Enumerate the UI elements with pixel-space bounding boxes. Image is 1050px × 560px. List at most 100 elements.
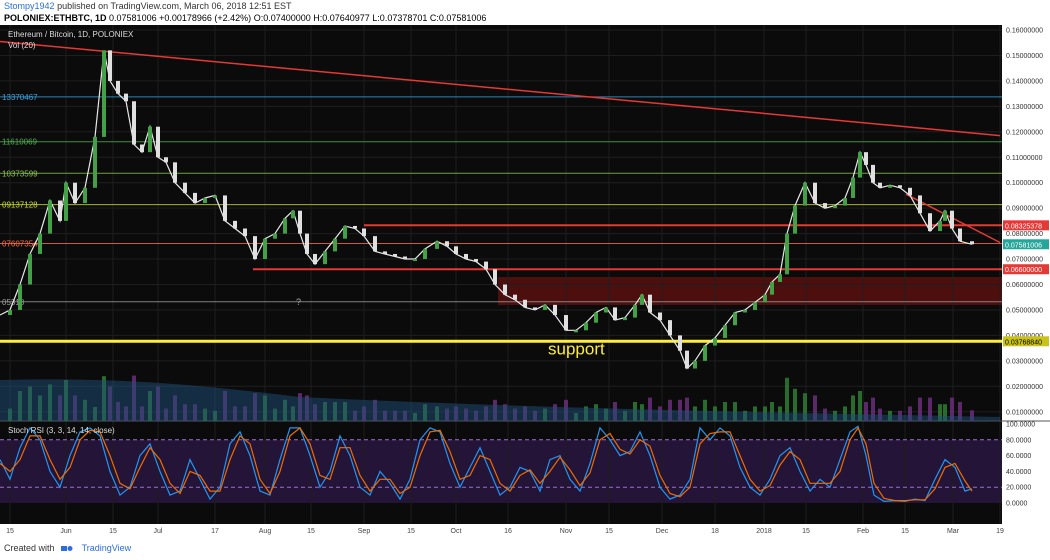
price-tick-label: 0.08000000	[1006, 231, 1043, 238]
instrument-label: Ethereum / Bitcoin, 1D, POLONIEX	[8, 30, 134, 39]
price-candle	[713, 337, 717, 346]
volume-bar	[785, 377, 789, 421]
price-candle	[668, 320, 672, 336]
price-candle	[851, 177, 855, 198]
price-candle	[553, 304, 557, 316]
price-candle	[164, 157, 168, 163]
symbol-name: POLONIEX:ETHBTC, 1D	[4, 13, 107, 23]
time-tick-label: 15	[307, 528, 315, 535]
publish-header: Stompy1942 published on TradingView.com,…	[4, 1, 292, 11]
price-candle	[928, 213, 932, 232]
price-candle	[353, 225, 357, 229]
volume-bar	[685, 397, 689, 421]
time-tick-label: Dec	[656, 528, 669, 535]
price-marker-badge	[1003, 336, 1049, 347]
drawn-lines	[0, 40, 1002, 343]
price-tick-label: 0.13000000	[1006, 104, 1043, 111]
price-candle	[733, 312, 737, 326]
price-series	[0, 50, 974, 370]
price-candle	[678, 335, 682, 351]
time-tick-label: Jul	[154, 528, 163, 535]
volume-bar	[803, 393, 807, 421]
price-candle	[823, 203, 827, 209]
price-candle	[793, 205, 797, 234]
volume-bar	[793, 388, 797, 421]
time-tick-label: Aug	[259, 528, 272, 535]
price-candle	[918, 195, 922, 214]
price-marker-badge	[1003, 239, 1049, 250]
price-candle	[970, 241, 974, 245]
price-candle	[435, 241, 439, 249]
price-candle	[584, 322, 588, 331]
question-annotation: ?	[296, 297, 301, 307]
price-candle	[574, 330, 578, 333]
time-tick-label: 18	[711, 528, 719, 535]
price-candle	[213, 195, 217, 198]
price-candle	[102, 50, 106, 137]
time-tick-label: 19	[996, 528, 1004, 535]
price-tick-label: 0.02000000	[1006, 384, 1043, 391]
price-tick-label: 0.01000000	[1006, 409, 1043, 416]
price-candle	[484, 261, 488, 270]
price-marker-label: 0.08325378	[1005, 223, 1042, 230]
price-candle	[533, 307, 537, 310]
price-candle	[298, 210, 302, 234]
price-candle	[108, 50, 112, 81]
price-candle	[333, 238, 337, 252]
time-tick-label: Sep	[358, 528, 371, 535]
price-candle	[83, 187, 87, 204]
price-candle	[908, 187, 912, 196]
price-candle	[898, 185, 902, 188]
resistance-trendline	[0, 40, 1001, 137]
stoch-tick-label: 0.0000	[1006, 501, 1028, 508]
price-tick-label: 0.05000000	[1006, 307, 1043, 314]
volume-label: Vol (20)	[8, 41, 36, 50]
price-candle	[223, 195, 227, 221]
price-candle	[464, 253, 468, 260]
price-tick-label: 0.14000000	[1006, 78, 1043, 85]
price-candle	[313, 253, 317, 265]
price-candle	[604, 307, 608, 313]
price-candle	[58, 200, 62, 221]
time-tick-label: Nov	[560, 528, 573, 535]
price-tick-label: 0.06000000	[1006, 282, 1043, 289]
price-candle	[383, 251, 387, 254]
price-candle	[362, 228, 366, 237]
price-candle	[513, 294, 517, 300]
price-candle	[864, 152, 868, 165]
price-candle	[753, 302, 757, 310]
price-candle	[454, 246, 458, 254]
price-candle	[763, 294, 767, 303]
price-candle	[685, 350, 689, 369]
price-candle	[38, 233, 42, 254]
last-price: 0.07581006	[109, 13, 157, 23]
volume-bar	[858, 391, 862, 421]
price-candle	[858, 152, 862, 178]
price-candle	[423, 248, 427, 260]
time-tick-label: 15	[407, 528, 415, 535]
price-axis	[1002, 25, 1050, 535]
price-marker-label: 0.03768840	[1005, 339, 1042, 346]
price-pane	[0, 25, 1002, 421]
price-candle	[124, 93, 128, 102]
price-candle	[564, 315, 568, 331]
price-candle	[613, 307, 617, 321]
volume-bar	[851, 395, 855, 421]
time-tick-label: 16	[504, 528, 512, 535]
tradingview-logo-icon	[61, 546, 73, 552]
price-candle	[633, 304, 637, 318]
price-candle	[648, 294, 652, 313]
price-candle	[116, 80, 120, 94]
price-marker-label: 0.07581006	[1005, 242, 1042, 249]
footer: Created with TradingView	[4, 543, 131, 553]
price-marker-badge	[1003, 264, 1049, 275]
price-tick-label: 0.11000000	[1006, 155, 1043, 162]
author-link[interactable]: Stompy1942	[4, 1, 55, 11]
time-tick-label: 15	[901, 528, 909, 535]
price-chart[interactable]: 13370467 11610069 10373599 09137128 07607354…	[0, 25, 1050, 535]
price-candle	[693, 360, 697, 369]
price-candle	[871, 164, 875, 183]
price-marker-badge	[1003, 220, 1049, 231]
price-candle	[243, 228, 247, 237]
tradingview-link[interactable]: TradingView	[81, 543, 132, 553]
